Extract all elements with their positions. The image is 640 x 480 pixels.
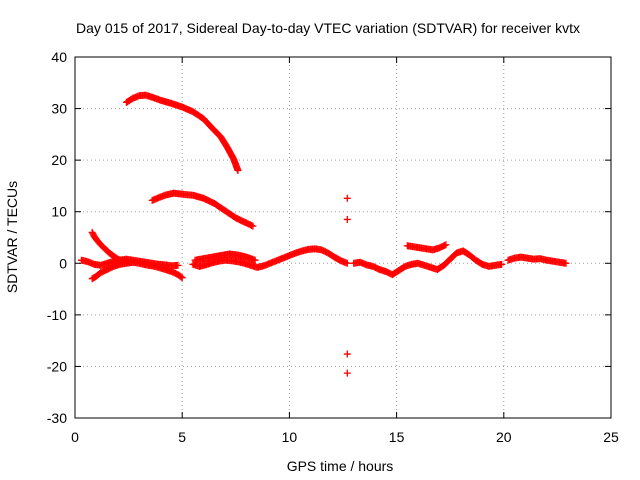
x-tick-label: 25 bbox=[603, 429, 619, 445]
data-point bbox=[343, 259, 351, 267]
data-point bbox=[234, 166, 242, 174]
series-arc-afternoon bbox=[403, 241, 450, 254]
y-tick-label: 30 bbox=[51, 101, 67, 117]
x-axis-label: GPS time / hours bbox=[287, 458, 394, 474]
data-point bbox=[343, 194, 351, 202]
y-tick-label: -20 bbox=[47, 358, 67, 374]
grid-lines bbox=[75, 57, 611, 418]
series-band-evening bbox=[504, 253, 570, 267]
chart-title: Day 015 of 2017, Sidereal Day-to-day VTE… bbox=[76, 20, 580, 36]
data-point bbox=[249, 222, 257, 230]
data-point bbox=[177, 273, 185, 281]
x-tick-label: 20 bbox=[496, 429, 512, 445]
data-marks bbox=[77, 91, 570, 377]
series-band-morning-b bbox=[88, 258, 186, 283]
y-tick-label: 10 bbox=[51, 204, 67, 220]
data-point bbox=[343, 215, 351, 223]
x-tick-label: 5 bbox=[178, 429, 186, 445]
data-point bbox=[498, 260, 506, 268]
series-band-mid bbox=[189, 245, 351, 271]
axis-ticks: 0 5 10 15 20 25 -30 -20 -10 0 10 20 30 40 bbox=[47, 49, 619, 445]
y-tick-label: -10 bbox=[47, 307, 67, 323]
data-point bbox=[442, 241, 450, 249]
series-arc-high bbox=[122, 91, 242, 174]
y-tick-label: 20 bbox=[51, 152, 67, 168]
plot-frame bbox=[74, 56, 612, 419]
series-band-afternoon bbox=[350, 247, 506, 279]
data-point bbox=[343, 369, 351, 377]
data-point bbox=[174, 261, 182, 269]
series-outliers bbox=[343, 194, 351, 377]
y-axis-label: SDTVAR / TECUs bbox=[4, 181, 20, 293]
data-point bbox=[562, 259, 570, 267]
y-tick-label: 0 bbox=[59, 255, 67, 271]
series-band-mid-b bbox=[191, 250, 259, 264]
x-tick-label: 0 bbox=[71, 429, 79, 445]
data-point bbox=[178, 274, 186, 282]
y-tick-label: 40 bbox=[51, 49, 67, 65]
x-tick-label: 10 bbox=[282, 429, 298, 445]
y-tick-label: -30 bbox=[47, 410, 67, 426]
data-point bbox=[343, 350, 351, 358]
series-arc-mid bbox=[148, 189, 257, 230]
data-point bbox=[251, 256, 259, 264]
x-tick-label: 15 bbox=[389, 429, 405, 445]
